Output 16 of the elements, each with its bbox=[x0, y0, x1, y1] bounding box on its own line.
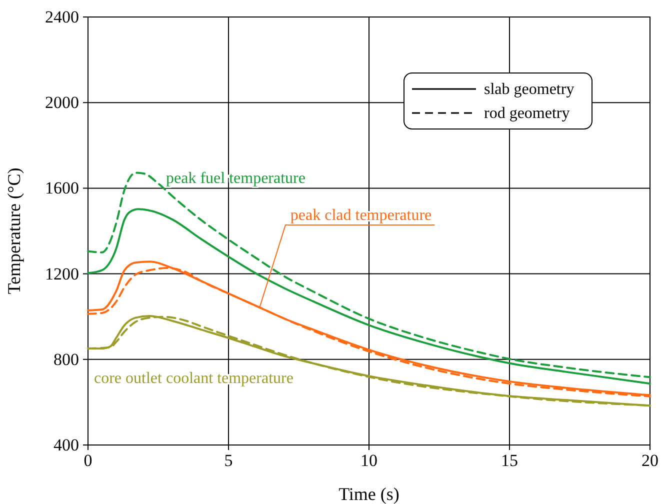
x-tick-label: 5 bbox=[224, 451, 233, 470]
x-axis-title: Time (s) bbox=[338, 484, 400, 504]
annotation: rod geometry bbox=[484, 105, 570, 122]
x-tick-label: 20 bbox=[642, 451, 658, 470]
y-tick-label: 2400 bbox=[45, 7, 79, 26]
annotation: peak fuel temperature bbox=[166, 170, 306, 187]
x-tick-label: 0 bbox=[84, 451, 92, 470]
y-tick-label: 1200 bbox=[45, 264, 79, 284]
y-axis-title: Temperature (°C) bbox=[4, 168, 24, 294]
y-tick-label: 2000 bbox=[45, 93, 79, 112]
y-tick-label: 400 bbox=[54, 435, 79, 454]
y-tick-label: 800 bbox=[54, 350, 79, 369]
annotation: slab geometry bbox=[484, 81, 574, 98]
y-tick-label: 1600 bbox=[45, 178, 79, 198]
x-tick-label: 10 bbox=[360, 451, 378, 470]
x-tick-label: 15 bbox=[501, 451, 518, 470]
